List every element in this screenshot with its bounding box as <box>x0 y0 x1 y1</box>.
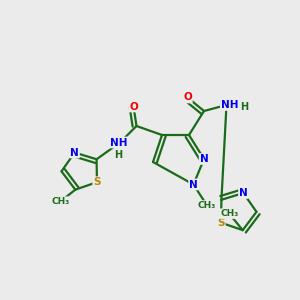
Text: N: N <box>239 188 248 198</box>
Text: H: H <box>114 149 123 160</box>
Text: N: N <box>70 148 79 158</box>
Text: O: O <box>183 92 192 103</box>
Text: NH: NH <box>110 137 127 148</box>
Text: NH: NH <box>221 100 238 110</box>
Text: N: N <box>189 179 198 190</box>
Text: N: N <box>200 154 208 164</box>
Text: S: S <box>217 218 225 228</box>
Text: H: H <box>240 101 249 112</box>
Text: CH₃: CH₃ <box>220 209 238 218</box>
Text: S: S <box>93 177 101 187</box>
Text: CH₃: CH₃ <box>198 201 216 210</box>
Text: CH₃: CH₃ <box>51 197 69 206</box>
Text: O: O <box>129 101 138 112</box>
